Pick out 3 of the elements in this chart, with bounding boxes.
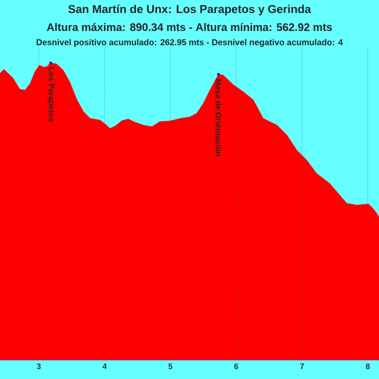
chart-title: San Martín de Unx: Los Parapetos y Gerinda (68, 4, 312, 16)
text: Desnivel positivo acumulado: 262.95 mts - Desnivel negativo acumulado: 4 (36, 38, 343, 48)
chart-subtitle: Altura máxima: 890.34 mts - Altura mínima: 562.92 mts (46, 22, 332, 32)
